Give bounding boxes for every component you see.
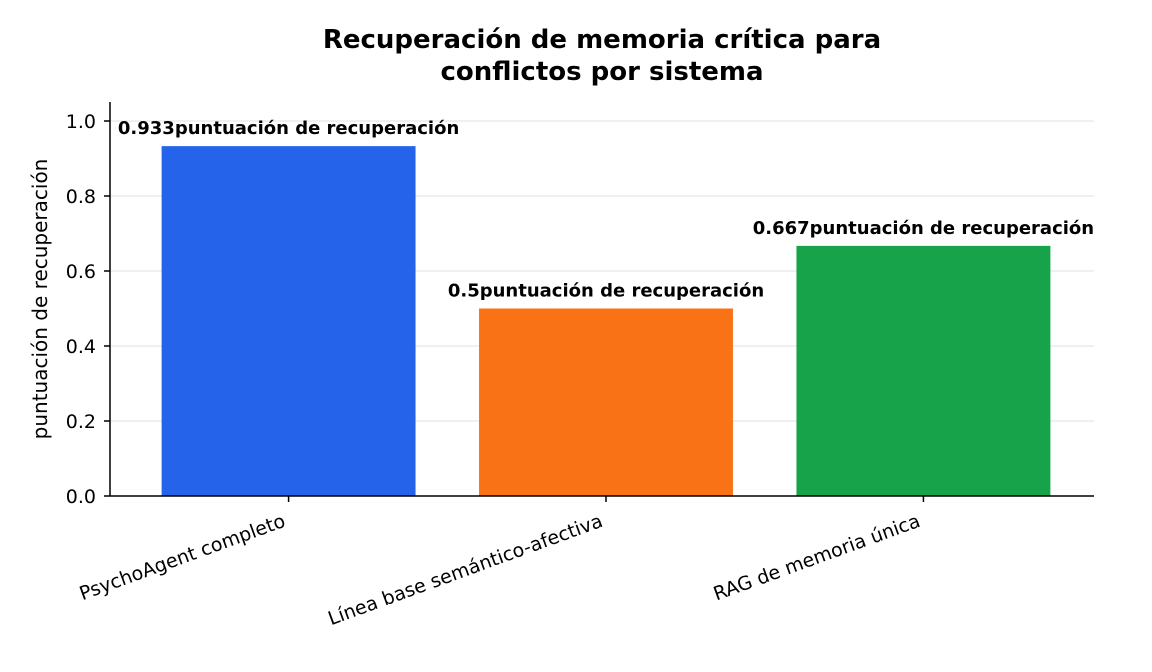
- bar: [161, 146, 416, 496]
- bars: [161, 146, 1051, 496]
- y-tick-label: 0.0: [66, 486, 96, 508]
- y-tick-label: 0.4: [66, 336, 96, 358]
- x-tick-label: PsychoAgent completo: [77, 510, 289, 605]
- chart-title-line-1: Recuperación de memoria crítica para: [323, 25, 881, 55]
- y-tick-label: 1.0: [66, 111, 96, 133]
- data-label: 0.933puntuación de recuperación: [118, 118, 459, 139]
- chart-title-line-2: conflictos por sistema: [440, 57, 763, 87]
- x-tick-label: Línea base semántico-afectiva: [325, 510, 605, 630]
- y-tick-label: 0.8: [66, 186, 96, 208]
- y-tick-label: 0.6: [66, 261, 96, 283]
- bar: [796, 245, 1051, 496]
- y-axis-label: puntuación de recuperación: [28, 159, 52, 440]
- x-tick-label: RAG de memoria única: [711, 510, 924, 605]
- data-label: 0.667puntuación de recuperación: [753, 218, 1094, 239]
- data-label: 0.5puntuación de recuperación: [448, 281, 764, 302]
- axes: [104, 102, 1094, 502]
- bar: [479, 308, 733, 496]
- y-tick-label: 0.2: [66, 411, 96, 433]
